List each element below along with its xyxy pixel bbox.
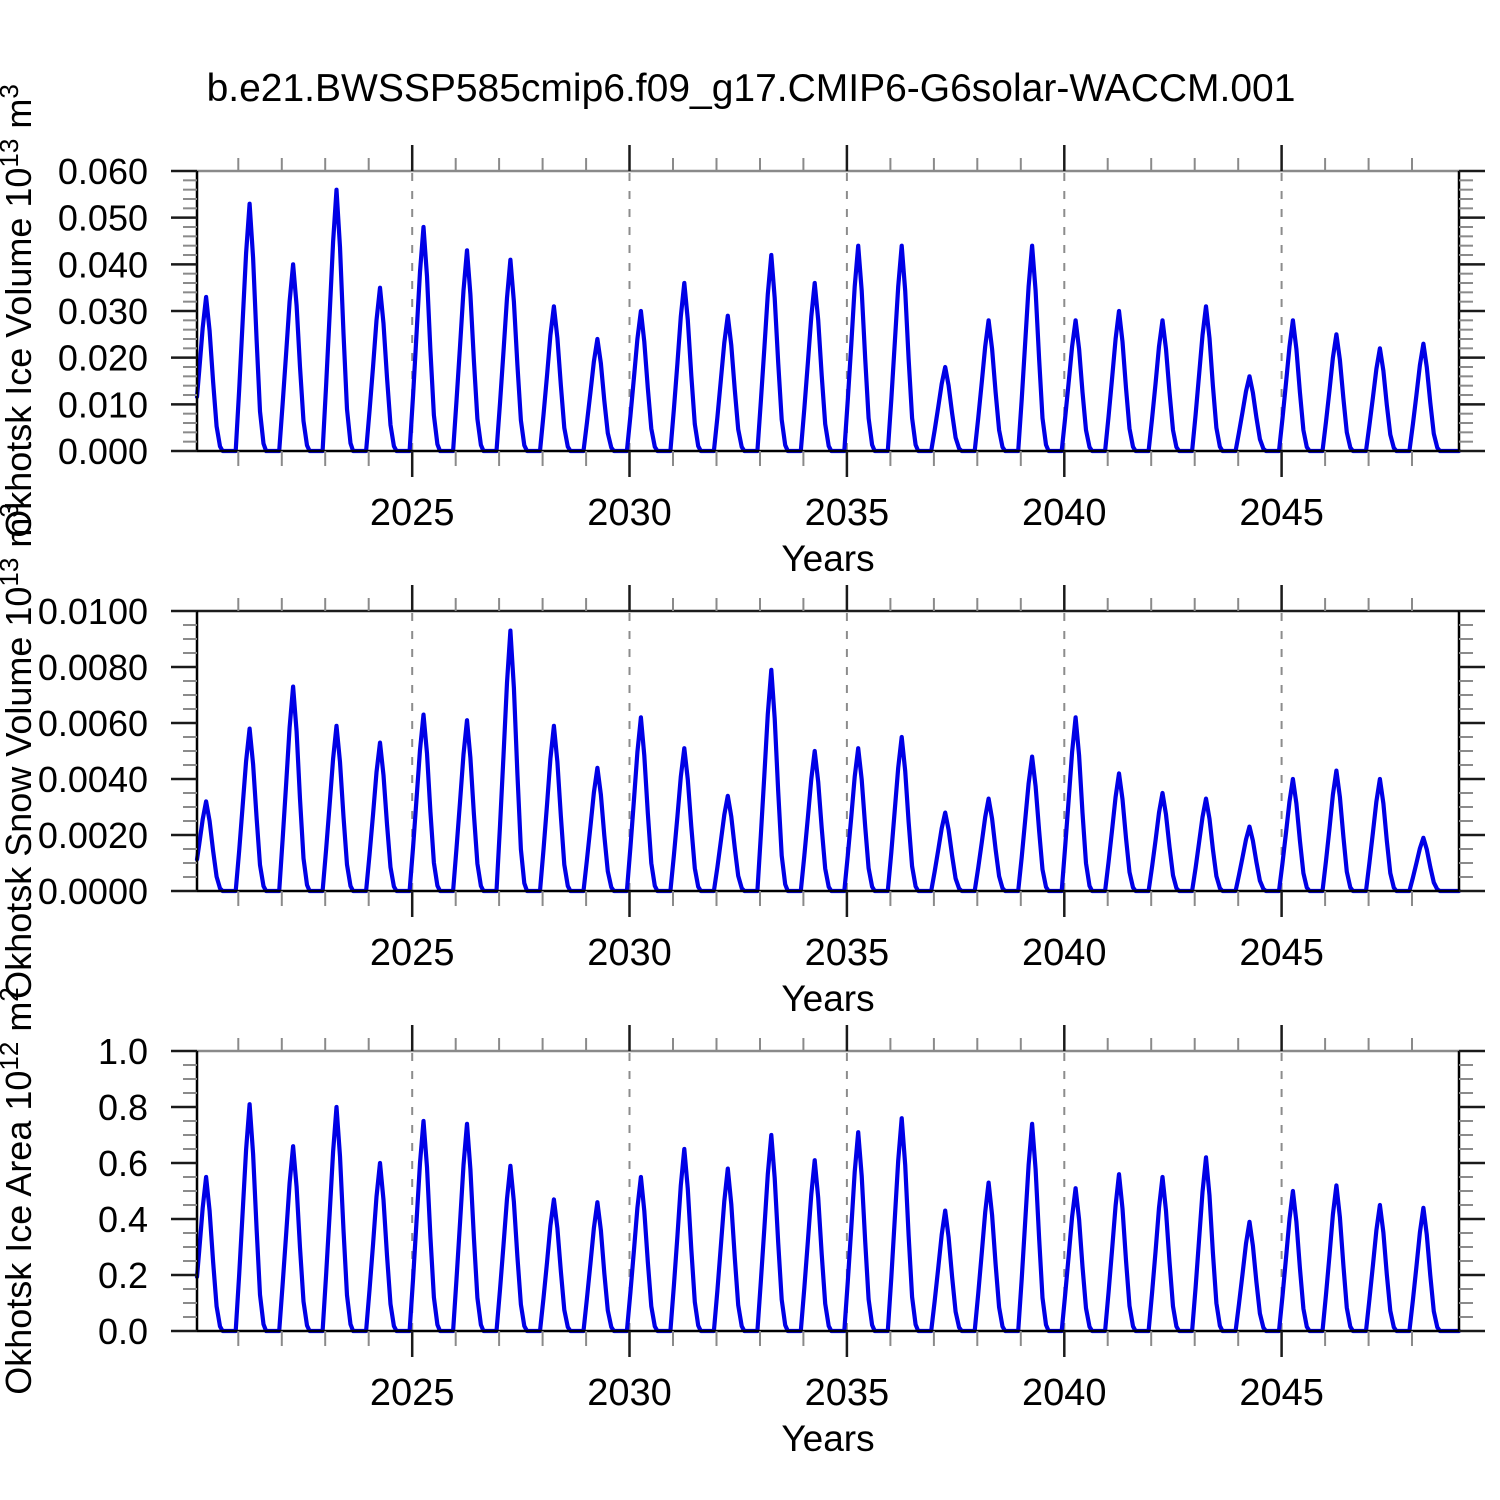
y-axis-title: Okhotsk Ice Area 1012 m2 [0,987,39,1395]
xtick-label: 2040 [1022,932,1107,974]
ytick-label: 0.0080 [38,647,148,688]
okhotsk-ice-area-line [194,1102,1462,1334]
panel-okhotsk-snow-volume: 0.0000 0.0020 0.0040 0.0060 0.0080 0.0100 2025… [0,503,1485,1019]
x-axis-title: Years [781,538,874,579]
panel-okhotsk-ice-area: 0.0 0.2 0.4 0.6 0.8 1.0 2025 2030 2035 2040 2045 Ye… [0,987,1485,1459]
xtick-label: 2035 [805,1372,890,1414]
ytick-label: 0.0060 [38,703,148,744]
xtick-label: 2040 [1022,1372,1107,1414]
ytick-label: 0.6 [98,1143,148,1184]
xtick-label: 2040 [1022,492,1107,534]
xtick-label: 2030 [587,1372,672,1414]
xtick-label: 2035 [805,932,890,974]
y-axis-title: Okhotsk Snow Volume 1013 m3 [0,503,39,999]
ytick-label: 0.0040 [38,759,148,800]
xtick-label: 2025 [370,492,455,534]
panels-group: 0.000 0.010 0.020 0.030 0.040 0.050 0.060 2025 2… [0,84,1485,1459]
ytick-label: 1.0 [98,1031,148,1072]
x-axis-title: Years [781,978,874,1019]
xtick-label: 2035 [805,492,890,534]
ytick-label: 0.000 [58,431,148,472]
ytick-label: 0.0020 [38,815,148,856]
xtick-label: 2025 [370,1372,455,1414]
ytick-label: 0.010 [58,384,148,425]
ytick-label: 0.8 [98,1087,148,1128]
ytick-label: 0.2 [98,1255,148,1296]
ytick-label: 0.0 [98,1311,148,1352]
okhotsk-snow-volume-line [194,628,1462,894]
x-axis-title: Years [781,1418,874,1459]
y-axis-title: Okhotsk Ice Volume 1013 m3 [0,84,39,538]
xtick-label: 2025 [370,932,455,974]
chart-title: b.e21.BWSSP585cmip6.f09_g17.CMIP6-G6sola… [207,67,1296,110]
xtick-label: 2045 [1239,932,1324,974]
panel-okhotsk-ice-volume: 0.000 0.010 0.020 0.030 0.040 0.050 0.060 2025 2… [0,84,1485,579]
xtick-label: 2030 [587,932,672,974]
ytick-label: 0.4 [98,1199,148,1240]
ytick-label: 0.050 [58,198,148,239]
xtick-label: 2045 [1239,492,1324,534]
xtick-label: 2030 [587,492,672,534]
xtick-label: 2045 [1239,1372,1324,1414]
okhotsk-ice-volume-line [194,187,1462,454]
ytick-label: 0.060 [58,151,148,192]
ytick-label: 0.0000 [38,871,148,912]
ytick-label: 0.0100 [38,591,148,632]
ytick-label: 0.020 [58,338,148,379]
ytick-label: 0.030 [58,291,148,332]
ytick-label: 0.040 [58,244,148,285]
